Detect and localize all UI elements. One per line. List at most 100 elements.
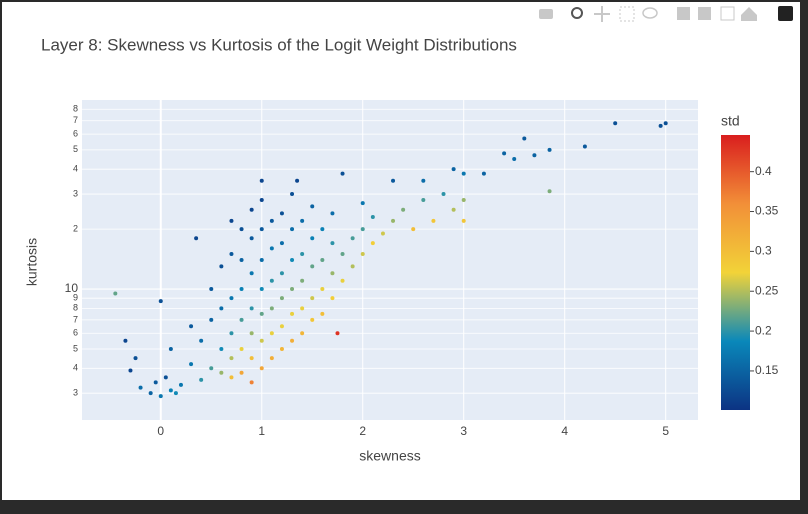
point xyxy=(380,231,385,236)
zoom-in-icon[interactable] xyxy=(677,7,690,20)
colorbar-tick-label: 0.25 xyxy=(755,283,779,297)
y-tick-label: 7 xyxy=(73,314,78,324)
point xyxy=(451,167,456,172)
point xyxy=(279,324,284,329)
point xyxy=(310,204,315,209)
point xyxy=(320,311,325,316)
point xyxy=(249,356,254,361)
x-tick-label: 5 xyxy=(662,424,669,438)
point xyxy=(199,338,204,343)
toolbar xyxy=(539,6,793,22)
point xyxy=(290,257,295,262)
point xyxy=(547,189,552,194)
colorbar-tick-label: 0.4 xyxy=(755,164,772,178)
point xyxy=(461,171,466,176)
point xyxy=(178,382,183,387)
y-tick-label: 5 xyxy=(73,144,78,154)
point xyxy=(310,236,315,241)
point xyxy=(269,218,274,223)
point xyxy=(295,178,300,183)
point xyxy=(173,391,178,396)
x-tick-label: 1 xyxy=(258,424,265,438)
y-tick-label: 8 xyxy=(73,303,78,313)
colorbar-tick-label: 0.3 xyxy=(755,244,772,258)
point xyxy=(239,257,244,262)
point xyxy=(219,306,224,311)
point xyxy=(249,271,254,276)
autoscale-icon[interactable] xyxy=(720,6,735,21)
point xyxy=(269,331,274,336)
point xyxy=(229,296,234,301)
point xyxy=(512,156,517,161)
point xyxy=(421,178,426,183)
y-tick-label: 8 xyxy=(73,104,78,114)
point xyxy=(658,123,663,128)
point xyxy=(290,192,295,197)
point xyxy=(269,306,274,311)
point xyxy=(249,380,254,385)
point xyxy=(189,324,194,329)
point xyxy=(249,207,254,212)
point xyxy=(441,192,446,197)
point xyxy=(290,227,295,232)
point xyxy=(269,278,274,283)
select-icon[interactable] xyxy=(619,6,635,22)
point xyxy=(229,251,234,256)
point xyxy=(481,171,486,176)
y-tick-label: 4 xyxy=(73,164,78,174)
point xyxy=(123,338,128,343)
point xyxy=(279,211,284,216)
home-icon[interactable] xyxy=(741,7,757,21)
point xyxy=(310,296,315,301)
point xyxy=(360,227,365,232)
camera-icon[interactable] xyxy=(539,9,553,19)
point xyxy=(320,227,325,232)
point xyxy=(391,218,396,223)
point xyxy=(451,207,456,212)
point xyxy=(340,278,345,283)
lasso-icon[interactable] xyxy=(642,7,658,19)
point xyxy=(582,144,587,149)
point xyxy=(199,377,204,382)
point xyxy=(279,346,284,351)
logo-icon[interactable] xyxy=(778,6,793,21)
point xyxy=(613,121,618,126)
point xyxy=(269,356,274,361)
point xyxy=(279,241,284,246)
chart-title: Layer 8: Skewness vs Kurtosis of the Log… xyxy=(41,35,517,54)
zoom-out-icon[interactable] xyxy=(698,7,711,20)
point xyxy=(259,257,264,262)
point xyxy=(391,178,396,183)
point xyxy=(259,311,264,316)
point xyxy=(350,236,355,241)
point xyxy=(229,356,234,361)
pan-icon[interactable] xyxy=(594,6,610,22)
point xyxy=(259,338,264,343)
point xyxy=(330,271,335,276)
point xyxy=(502,151,507,156)
point xyxy=(320,257,325,262)
point xyxy=(532,153,537,158)
point xyxy=(158,394,163,399)
y-tick-label: 3 xyxy=(73,188,78,198)
zoom-icon[interactable] xyxy=(571,7,583,19)
point xyxy=(229,331,234,336)
point xyxy=(310,317,315,322)
point xyxy=(330,296,335,301)
y-tick-label: 9 xyxy=(73,293,78,303)
point xyxy=(148,391,153,396)
point xyxy=(249,331,254,336)
colorbar-tick-label: 0.2 xyxy=(755,323,772,337)
point xyxy=(113,291,118,296)
point xyxy=(290,287,295,292)
point xyxy=(163,375,168,380)
point xyxy=(219,370,224,375)
point xyxy=(259,366,264,371)
y-axis-title: kurtosis xyxy=(24,238,40,286)
point xyxy=(249,236,254,241)
point xyxy=(259,178,264,183)
point xyxy=(239,346,244,351)
point xyxy=(401,207,406,212)
